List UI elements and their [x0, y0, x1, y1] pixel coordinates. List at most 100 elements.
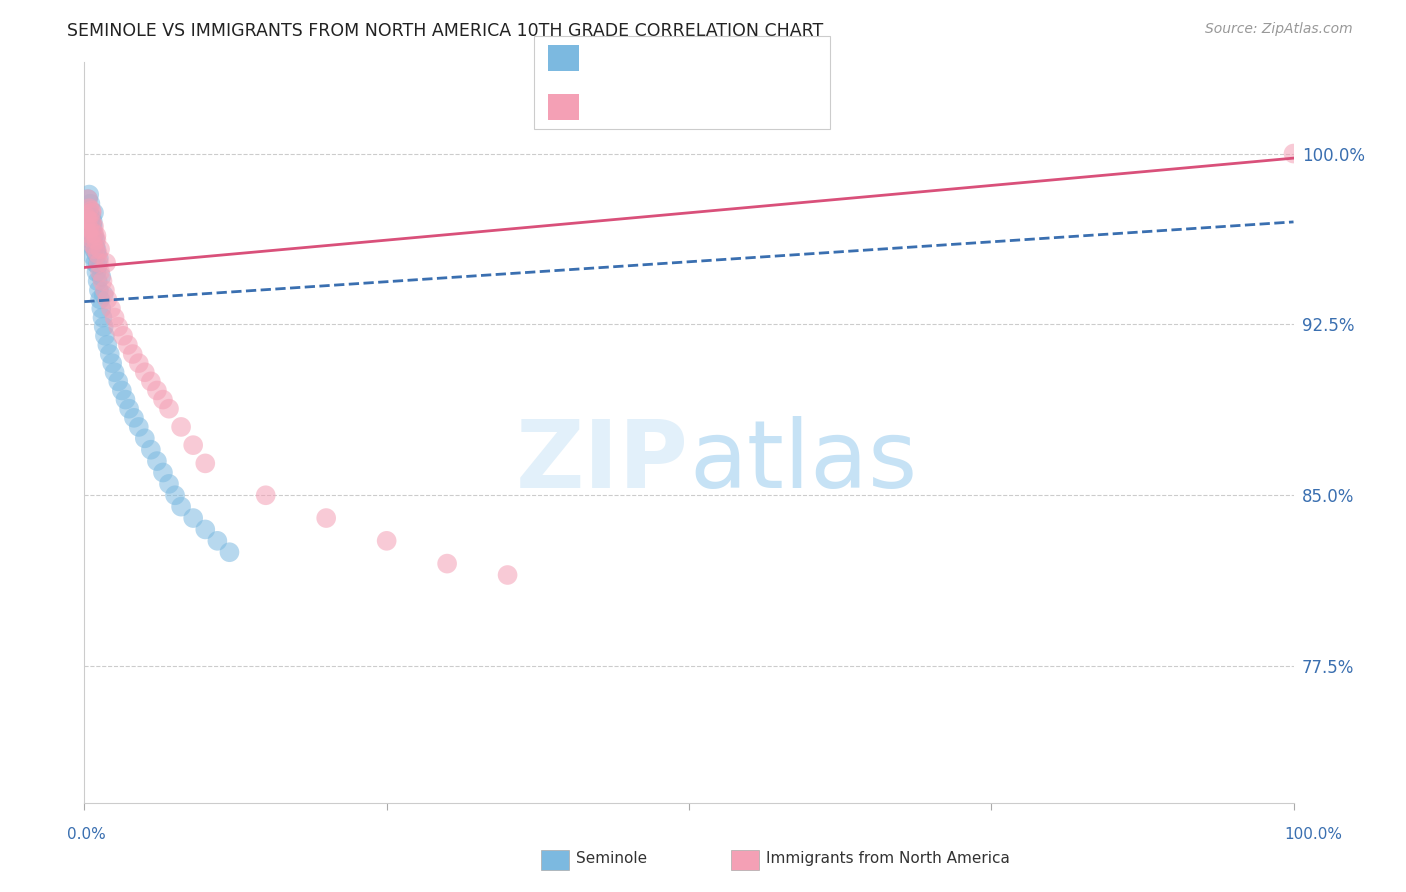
Point — [82, 219, 104, 234]
Point — [80, 206, 103, 220]
Point — [90, 269, 112, 284]
Point — [83, 206, 105, 220]
Point — [77, 212, 100, 227]
Text: atlas: atlas — [689, 417, 917, 508]
Point — [89, 293, 111, 307]
Text: Source: ZipAtlas.com: Source: ZipAtlas.com — [1205, 22, 1353, 37]
Point — [84, 240, 107, 254]
Point — [100, 301, 122, 316]
Point — [77, 187, 100, 202]
Point — [86, 274, 108, 288]
Point — [77, 211, 100, 225]
Point — [86, 247, 108, 261]
Point — [89, 265, 111, 279]
Text: Immigrants from North America: Immigrants from North America — [766, 851, 1010, 865]
Point — [94, 328, 117, 343]
Point — [94, 283, 117, 297]
Point — [139, 442, 162, 457]
Point — [165, 488, 187, 502]
Point — [76, 203, 98, 218]
Point — [86, 228, 108, 243]
Point — [94, 256, 117, 270]
Point — [79, 231, 101, 245]
Point — [194, 456, 217, 470]
Point — [77, 221, 100, 235]
Text: SEMINOLE VS IMMIGRANTS FROM NORTH AMERICA 10TH GRADE CORRELATION CHART: SEMINOLE VS IMMIGRANTS FROM NORTH AMERIC… — [67, 22, 824, 40]
Text: 0.0%: 0.0% — [67, 828, 107, 842]
Point — [77, 227, 100, 241]
Point — [111, 384, 134, 398]
Point — [77, 206, 100, 220]
Point — [91, 310, 114, 325]
Point — [86, 233, 108, 247]
Point — [79, 196, 101, 211]
Point — [134, 431, 156, 445]
Point — [80, 237, 103, 252]
Point — [134, 365, 156, 379]
Point — [315, 511, 337, 525]
Point — [114, 392, 136, 407]
Point — [128, 420, 150, 434]
Point — [76, 211, 98, 225]
Point — [83, 228, 105, 243]
Point — [79, 224, 101, 238]
Point — [86, 242, 108, 256]
Point — [80, 215, 103, 229]
Point — [84, 242, 107, 256]
Point — [87, 283, 110, 297]
Point — [157, 401, 180, 416]
Point — [207, 533, 229, 548]
Point — [79, 212, 101, 227]
Point — [121, 347, 143, 361]
Point — [82, 231, 104, 245]
Point — [128, 356, 150, 370]
Point — [83, 219, 105, 234]
Point — [77, 192, 100, 206]
Point — [496, 568, 519, 582]
Point — [80, 211, 103, 225]
Point — [152, 466, 174, 480]
Point — [93, 319, 115, 334]
Point — [96, 293, 118, 307]
Point — [118, 401, 141, 416]
Point — [122, 410, 145, 425]
Point — [75, 219, 97, 234]
Text: 100.0%: 100.0% — [1285, 828, 1343, 842]
Point — [1282, 146, 1305, 161]
Point — [117, 338, 139, 352]
Point — [82, 249, 104, 263]
Point — [86, 247, 108, 261]
Point — [89, 242, 111, 256]
Point — [107, 319, 129, 334]
Point — [84, 256, 107, 270]
Point — [181, 438, 204, 452]
Text: N =: N = — [709, 98, 748, 116]
Text: N =: N = — [709, 49, 748, 67]
Text: Seminole: Seminole — [576, 851, 648, 865]
Point — [104, 365, 127, 379]
Point — [170, 420, 193, 434]
Point — [90, 301, 112, 316]
Point — [82, 215, 104, 229]
Text: R =: R = — [593, 98, 633, 116]
Text: 0.097: 0.097 — [636, 49, 692, 67]
Text: 0.119: 0.119 — [636, 98, 692, 116]
Point — [77, 192, 100, 206]
Point — [181, 511, 204, 525]
Point — [86, 265, 108, 279]
Point — [87, 252, 110, 266]
Point — [101, 356, 124, 370]
Point — [75, 231, 97, 245]
Point — [157, 476, 180, 491]
Point — [146, 454, 169, 468]
Point — [84, 233, 107, 247]
Point — [194, 523, 217, 537]
Point — [107, 375, 129, 389]
Point — [254, 488, 277, 502]
Point — [152, 392, 174, 407]
Point — [77, 227, 100, 241]
Point — [83, 242, 105, 256]
Point — [80, 203, 103, 218]
Point — [87, 256, 110, 270]
Point — [112, 328, 135, 343]
